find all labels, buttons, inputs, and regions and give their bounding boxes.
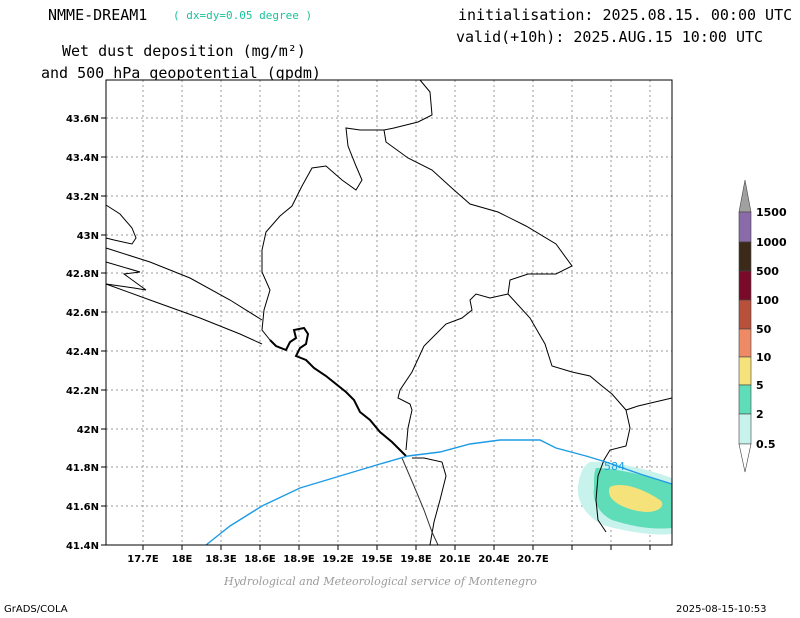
lon-label: 17.7E	[127, 554, 159, 565]
lat-label: 43.2N	[66, 192, 99, 203]
lat-label: 43.4N	[66, 153, 99, 164]
lat-label: 41.6N	[66, 502, 99, 513]
colorbar	[738, 179, 752, 473]
lat-label: 42N	[77, 425, 99, 436]
colorbar-label: 1000	[756, 236, 787, 249]
lon-label: 18E	[172, 554, 193, 565]
colorbar-label: 10	[756, 351, 772, 364]
colorbar-bottom-arrow	[738, 443, 752, 473]
lat-label: 43.6N	[66, 114, 99, 125]
country-borders	[105, 79, 673, 546]
contour-label: 584	[604, 460, 625, 473]
lon-label: 19.5E	[361, 554, 393, 565]
lat-label: 43N	[77, 231, 99, 242]
lon-label: 19.8E	[400, 554, 432, 565]
lon-label: 20.7E	[517, 554, 549, 565]
lon-label: 18.3E	[205, 554, 237, 565]
lon-label: 20.4E	[478, 554, 510, 565]
colorbar-swatch	[738, 241, 752, 272]
lon-label: 19.2E	[322, 554, 354, 565]
lon-label: 20.1E	[439, 554, 471, 565]
lat-label: 42.6N	[66, 308, 99, 319]
lat-label: 41.8N	[66, 463, 99, 474]
software-label: GrADS/COLA	[4, 604, 68, 615]
colorbar-top-arrow	[738, 179, 752, 213]
lon-label: 18.9E	[283, 554, 315, 565]
colorbar-label: 1500	[756, 206, 787, 219]
lat-label: 42.4N	[66, 347, 99, 358]
colorbar-label: 2	[756, 408, 764, 421]
credit-line: Hydrological and Meteorological service …	[224, 575, 537, 588]
model-name: NMME-DREAM1	[48, 6, 148, 24]
colorbar-swatch	[738, 328, 752, 358]
lon-axis-labels: 17.7E 18E 18.3E 18.6E 18.9E 19.2E 19.5E …	[127, 554, 549, 565]
resolution-label: ( dx=dy=0.05 degree )	[173, 9, 313, 22]
colorbar-label: 50	[756, 323, 772, 336]
colorbar-swatch	[738, 413, 752, 445]
grid-lines	[106, 80, 672, 545]
lat-label: 42.8N	[66, 269, 99, 280]
colorbar-label: 500	[756, 265, 779, 278]
colorbar-label: 0.5	[756, 438, 776, 451]
colorbar-swatch	[738, 384, 752, 415]
title-line-1: Wet dust deposition (mg/m²)	[62, 42, 306, 60]
colorbar-swatch	[738, 270, 752, 301]
colorbar-label: 5	[756, 379, 764, 392]
coastline	[269, 326, 407, 457]
colorbar-labels: 1500 1000 500 100 50 10 5 2 0.5	[756, 206, 787, 451]
colorbar-label: 100	[756, 294, 779, 307]
colorbar-swatch	[738, 299, 752, 330]
geopotential-contour-584	[205, 439, 673, 546]
lat-label: 42.2N	[66, 386, 99, 397]
valid-time: valid(+10h): 2025.AUG.15 10:00 UTC	[456, 28, 764, 46]
deposition-shading	[577, 461, 672, 535]
lat-label: 41.4N	[66, 541, 99, 552]
title-line-2: and 500 hPa geopotential (gpdm)	[41, 64, 321, 82]
colorbar-swatch	[738, 211, 752, 243]
initialisation-time: initialisation: 2025.08.15. 00:00 UTC	[458, 6, 793, 24]
generated-timestamp: 2025-08-15-10:53	[676, 604, 767, 615]
lon-label: 18.6E	[244, 554, 276, 565]
colorbar-swatch	[738, 356, 752, 386]
lat-axis-labels: 43.6N 43.4N 43.2N 43N 42.8N 42.6N 42.4N …	[66, 114, 99, 552]
